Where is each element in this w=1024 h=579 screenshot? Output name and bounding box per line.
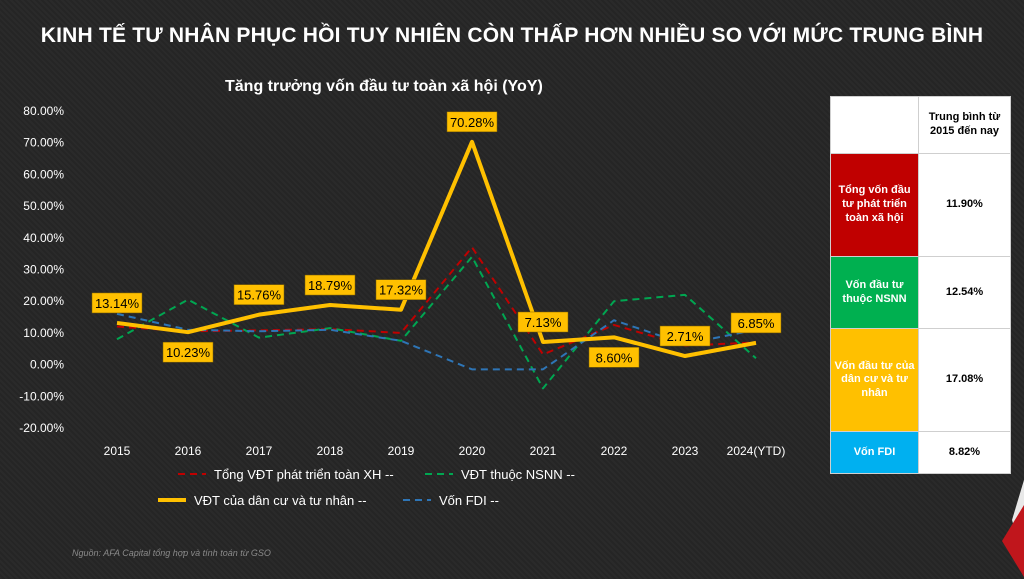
y-tick-label: 10.00% <box>23 326 64 340</box>
average-label-private: Vốn đầu tư của dân cư và tư nhân <box>830 328 919 433</box>
legend-label: VĐT thuộc NSNN -- <box>461 467 575 482</box>
x-tick-label: 2024(YTD) <box>727 444 786 458</box>
source-note: Nguồn: AFA Capital tổng hợp và tính toán… <box>72 548 271 558</box>
chart-title: Tăng trưởng vốn đầu tư toàn xã hội (YoY) <box>225 78 543 95</box>
average-label-fdi: Vốn FDI <box>830 431 919 474</box>
legend-label: Vốn FDI -- <box>439 493 499 508</box>
data-label: 13.14% <box>95 296 140 311</box>
x-tick-label: 2023 <box>672 444 699 458</box>
x-tick-label: 2015 <box>104 444 131 458</box>
average-label-state: Vốn đầu tư thuộc NSNN <box>830 255 919 330</box>
x-tick-label: 2016 <box>175 444 202 458</box>
y-tick-label: 70.00% <box>23 136 64 150</box>
y-tick-label: 20.00% <box>23 294 64 308</box>
x-tick-label: 2019 <box>388 444 415 458</box>
corner-decoration-red <box>1002 505 1024 577</box>
data-label: 8.60% <box>596 350 633 365</box>
average-table-header: Trung bình từ 2015 đến nay <box>918 96 1011 154</box>
series-line-2 <box>116 139 757 359</box>
data-label: 15.76% <box>237 288 282 303</box>
x-tick-label: 2020 <box>459 444 486 458</box>
y-tick-label: 0.00% <box>30 358 64 372</box>
y-tick-label: 40.00% <box>23 231 64 245</box>
data-label: 17.32% <box>379 283 424 298</box>
average-table-corner <box>830 96 919 154</box>
average-value-total: 11.90% <box>918 153 1011 257</box>
data-label-box <box>233 284 285 305</box>
y-tick-label: -10.00% <box>19 389 64 403</box>
average-value-state: 12.54% <box>918 255 1011 330</box>
x-tick-label: 2018 <box>317 444 344 458</box>
average-table-row-state: Vốn đầu tư thuộc NSNN 12.54% <box>830 255 1011 330</box>
line-chart: 80.00% 70.00% 60.00% 50.00% 40.00% 30.00% 20.0… <box>19 104 786 508</box>
legend-label: Tổng VĐT phát triển toàn XH -- <box>214 467 394 482</box>
average-table-row-fdi: Vốn FDI 8.82% <box>830 431 1011 474</box>
page-title: KINH TẾ TƯ NHÂN PHỤC HỒI TUY NHIÊN CÒN T… <box>40 24 984 47</box>
data-label-box <box>730 312 782 334</box>
series-line-1 <box>116 255 757 390</box>
data-label: 6.85% <box>738 316 775 331</box>
x-tick-label: 2021 <box>530 444 557 458</box>
series-line-3 <box>116 312 757 371</box>
average-table-row-private: Vốn đầu tư của dân cư và tư nhân 17.08% <box>830 328 1011 433</box>
average-table: Trung bình từ 2015 đến nay Tổng vốn đầu … <box>830 96 1011 474</box>
data-label-box <box>446 111 498 133</box>
data-label-box <box>162 341 214 363</box>
data-label-box <box>659 325 711 347</box>
average-table-header-row: Trung bình từ 2015 đến nay <box>830 96 1011 154</box>
average-table-row-total: Tổng vốn đầu tư phát triển toàn xã hội 1… <box>830 153 1011 257</box>
data-label-box <box>91 292 143 314</box>
data-label: 7.13% <box>525 315 562 330</box>
x-tick-label: 2022 <box>601 444 628 458</box>
data-label-box <box>375 279 427 300</box>
series-line-0 <box>116 246 757 356</box>
y-tick-label: -20.00% <box>19 421 64 435</box>
average-value-private: 17.08% <box>918 328 1011 433</box>
average-label-total: Tổng vốn đầu tư phát triển toàn xã hội <box>830 153 919 257</box>
data-label: 2.71% <box>667 329 704 344</box>
legend-label: VĐT của dân cư và tư nhân -- <box>194 493 367 508</box>
data-label: 18.79% <box>308 278 353 293</box>
data-label-box <box>304 274 356 296</box>
data-label-box <box>588 347 640 368</box>
y-tick-label: 60.00% <box>23 167 64 181</box>
average-value-fdi: 8.82% <box>918 431 1011 474</box>
data-label: 70.28% <box>450 115 495 130</box>
data-label-box <box>517 311 569 333</box>
y-tick-label: 30.00% <box>23 263 64 277</box>
data-label: 10.23% <box>166 345 211 360</box>
y-tick-label: 50.00% <box>23 199 64 213</box>
x-tick-label: 2017 <box>246 444 273 458</box>
y-tick-label: 80.00% <box>23 104 64 118</box>
